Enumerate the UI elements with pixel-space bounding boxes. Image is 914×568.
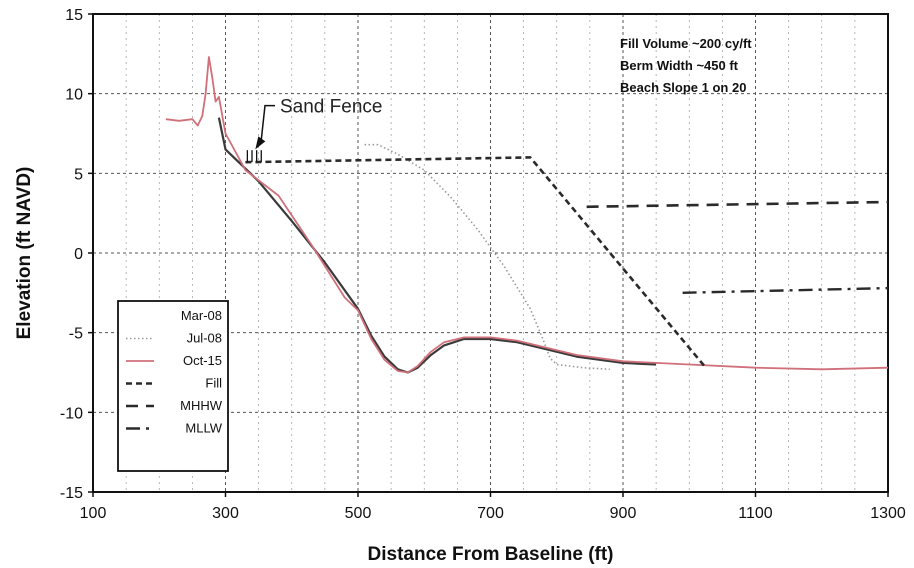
y-axis-label: Elevation (ft NAVD) <box>14 167 35 340</box>
legend-items: Mar-08 Jul-08 Oct-15 Fill MHHW MLLW <box>126 308 223 436</box>
sand-fence-callout: Sand Fence <box>255 97 382 150</box>
x-axis-label: Distance From Baseline (ft) <box>368 544 614 565</box>
series-lines <box>165 56 889 374</box>
legend-label-mllw: MLLW <box>185 421 222 436</box>
y-tick-label: 0 <box>74 246 83 263</box>
x-tick-label: 1100 <box>738 505 773 522</box>
y-tick-label: -15 <box>60 485 83 502</box>
legend-label-jul-08: Jul-08 <box>187 331 222 346</box>
legend: Mar-08 Jul-08 Oct-15 Fill MHHW MLLW <box>117 300 229 472</box>
series-line-oct-15 <box>165 56 889 374</box>
y-tick-label: -5 <box>69 326 83 343</box>
y-tick-label: 10 <box>65 87 83 104</box>
series-line-mhhw <box>586 200 889 209</box>
x-tick-label: 500 <box>345 505 372 522</box>
x-tick-label: 900 <box>610 505 637 522</box>
y-tick-label: 15 <box>65 7 83 24</box>
sand-fence-label: Sand Fence <box>280 97 382 118</box>
annotation-berm-width: Berm Width ~450 ft <box>620 58 739 73</box>
legend-label-mhhw: MHHW <box>180 398 223 413</box>
y-tick-label: -10 <box>60 405 83 422</box>
legend-label-oct-15: Oct-15 <box>183 353 222 368</box>
x-tick-label: 1300 <box>870 505 906 522</box>
annotation-beach-slope: Beach Slope 1 on 20 <box>620 80 746 95</box>
series-line-fill <box>245 156 707 369</box>
x-tick-label: 300 <box>212 505 239 522</box>
x-tick-label: 700 <box>477 505 504 522</box>
y-tick-label: 5 <box>74 166 83 183</box>
annotation-notes: Fill Volume ~200 cy/ft Berm Width ~450 f… <box>620 36 752 95</box>
annotation-fill-volume: Fill Volume ~200 cy/ft <box>620 36 752 51</box>
sand-fence-leader-line <box>260 104 275 140</box>
legend-label-fill: Fill <box>205 376 222 391</box>
sand-fence-arrowhead <box>255 136 266 150</box>
sand-fence-marker <box>246 150 262 163</box>
series-line-mllw <box>682 286 889 294</box>
legend-box <box>117 300 229 472</box>
tick-labels: 100 300 500 700 900 1100 1300 15 10 5 0 -5 -10 -15 <box>60 7 906 522</box>
legend-label-mar-08: Mar-08 <box>181 308 222 323</box>
x-tick-label: 100 <box>80 505 107 522</box>
